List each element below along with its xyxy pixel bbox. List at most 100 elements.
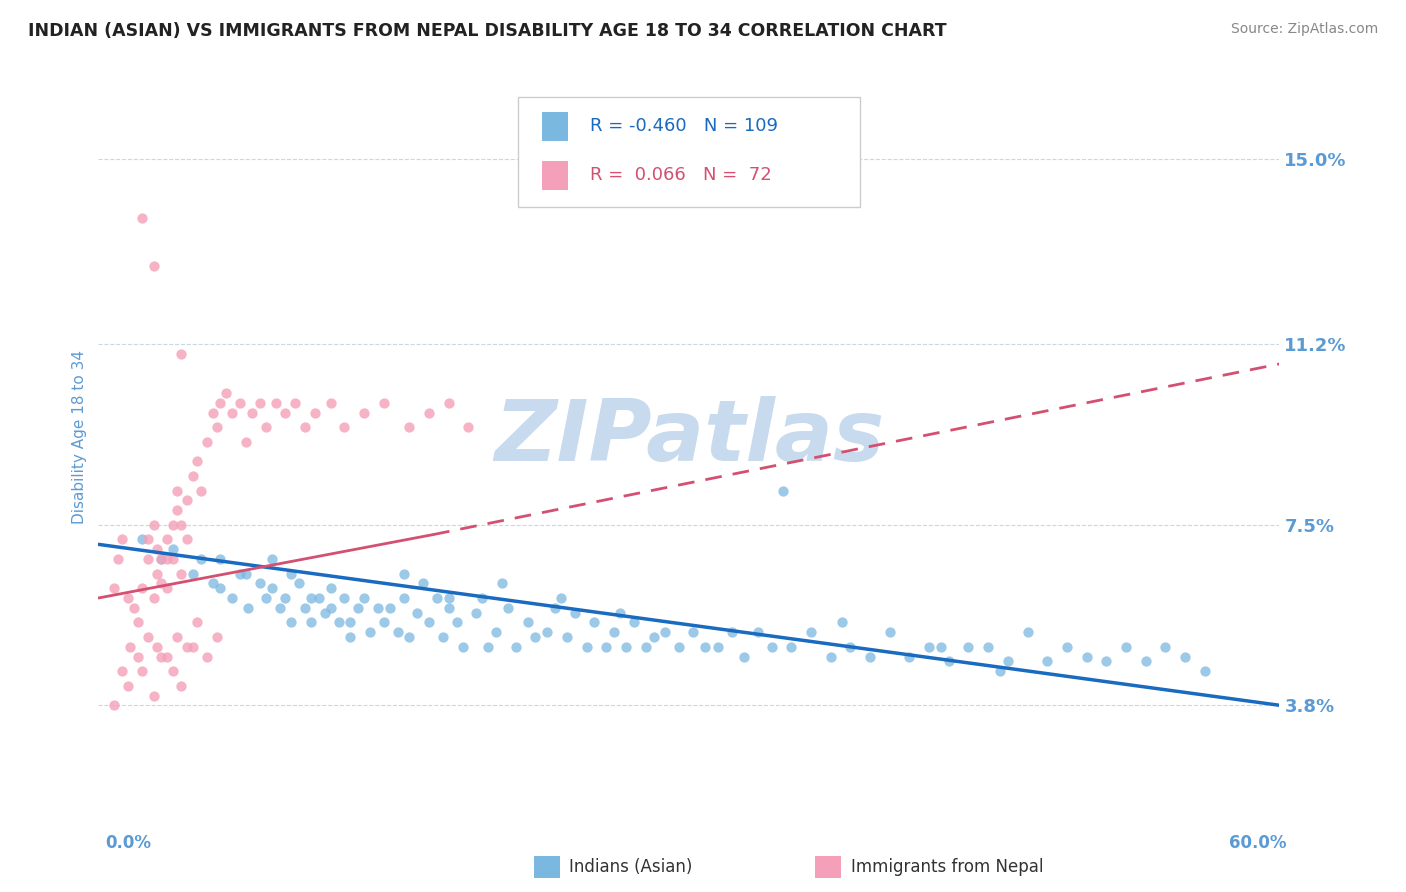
Point [988, 664, 1011, 678]
Point [682, 625, 704, 640]
Point [654, 625, 676, 640]
Point [156, 533, 179, 547]
Point [347, 600, 370, 615]
Point [170, 679, 193, 693]
Point [550, 591, 572, 605]
Point [195, 649, 218, 664]
Point [136, 533, 159, 547]
Point [131, 533, 153, 547]
Point [668, 640, 690, 654]
Point [131, 664, 153, 678]
Point [181, 469, 204, 483]
Point [373, 615, 395, 630]
Point [496, 600, 519, 615]
Point [319, 396, 342, 410]
Point [117, 679, 139, 693]
Point [406, 606, 429, 620]
Point [938, 654, 960, 668]
Point [195, 434, 218, 449]
Point [319, 581, 342, 595]
Point [269, 600, 291, 615]
Point [254, 591, 277, 605]
Point [209, 552, 232, 566]
Point [117, 591, 139, 605]
Point [190, 552, 212, 566]
Point [1154, 640, 1177, 654]
Text: ZIPatlas: ZIPatlas [494, 395, 884, 479]
Point [373, 396, 395, 410]
Point [353, 406, 375, 420]
Point [221, 406, 243, 420]
Point [957, 640, 980, 654]
Point [831, 615, 853, 630]
Point [595, 640, 617, 654]
Point [339, 630, 361, 644]
Point [465, 606, 488, 620]
Point [111, 533, 134, 547]
Point [122, 600, 145, 615]
Point [260, 552, 283, 566]
Point [1017, 625, 1039, 640]
Point [176, 533, 198, 547]
Point [294, 600, 316, 615]
Point [536, 625, 558, 640]
Point [879, 625, 901, 640]
Point [235, 434, 257, 449]
Point [524, 630, 547, 644]
Text: 60.0%: 60.0% [1229, 834, 1286, 852]
Point [437, 591, 460, 605]
Point [156, 552, 179, 566]
Point [437, 396, 460, 410]
Point [398, 420, 420, 434]
Point [328, 615, 350, 630]
Point [1115, 640, 1137, 654]
Point [1194, 664, 1216, 678]
Point [859, 649, 882, 664]
Point [412, 576, 434, 591]
Point [170, 566, 193, 581]
Point [170, 347, 193, 361]
Point [1095, 654, 1118, 668]
Point [839, 640, 862, 654]
Point [1174, 649, 1197, 664]
Point [142, 260, 165, 274]
Point [1076, 649, 1098, 664]
Point [288, 576, 311, 591]
Point [280, 615, 302, 630]
Point [181, 566, 204, 581]
Point [274, 406, 297, 420]
Point [176, 493, 198, 508]
Point [485, 625, 508, 640]
Point [103, 581, 125, 595]
Point [387, 625, 409, 640]
Point [623, 615, 645, 630]
Bar [543, 161, 568, 190]
Point [583, 615, 606, 630]
Point [432, 630, 454, 644]
Point [209, 396, 232, 410]
Point [156, 581, 179, 595]
Point [254, 420, 277, 434]
Point [127, 615, 149, 630]
Point [131, 581, 153, 595]
Point [308, 591, 330, 605]
Point [166, 483, 188, 498]
Point [564, 606, 586, 620]
Text: Source: ZipAtlas.com: Source: ZipAtlas.com [1230, 22, 1378, 37]
Point [918, 640, 941, 654]
Point [166, 503, 188, 517]
Point [929, 640, 952, 654]
Point [127, 649, 149, 664]
Point [170, 517, 193, 532]
Point [333, 591, 356, 605]
Point [707, 640, 730, 654]
Point [997, 654, 1019, 668]
Point [471, 591, 494, 605]
Point [314, 606, 336, 620]
Point [280, 566, 302, 581]
Point [146, 640, 169, 654]
Point [761, 640, 783, 654]
Text: R = -0.460   N = 109: R = -0.460 N = 109 [589, 117, 778, 136]
Point [136, 552, 159, 566]
Point [426, 591, 449, 605]
